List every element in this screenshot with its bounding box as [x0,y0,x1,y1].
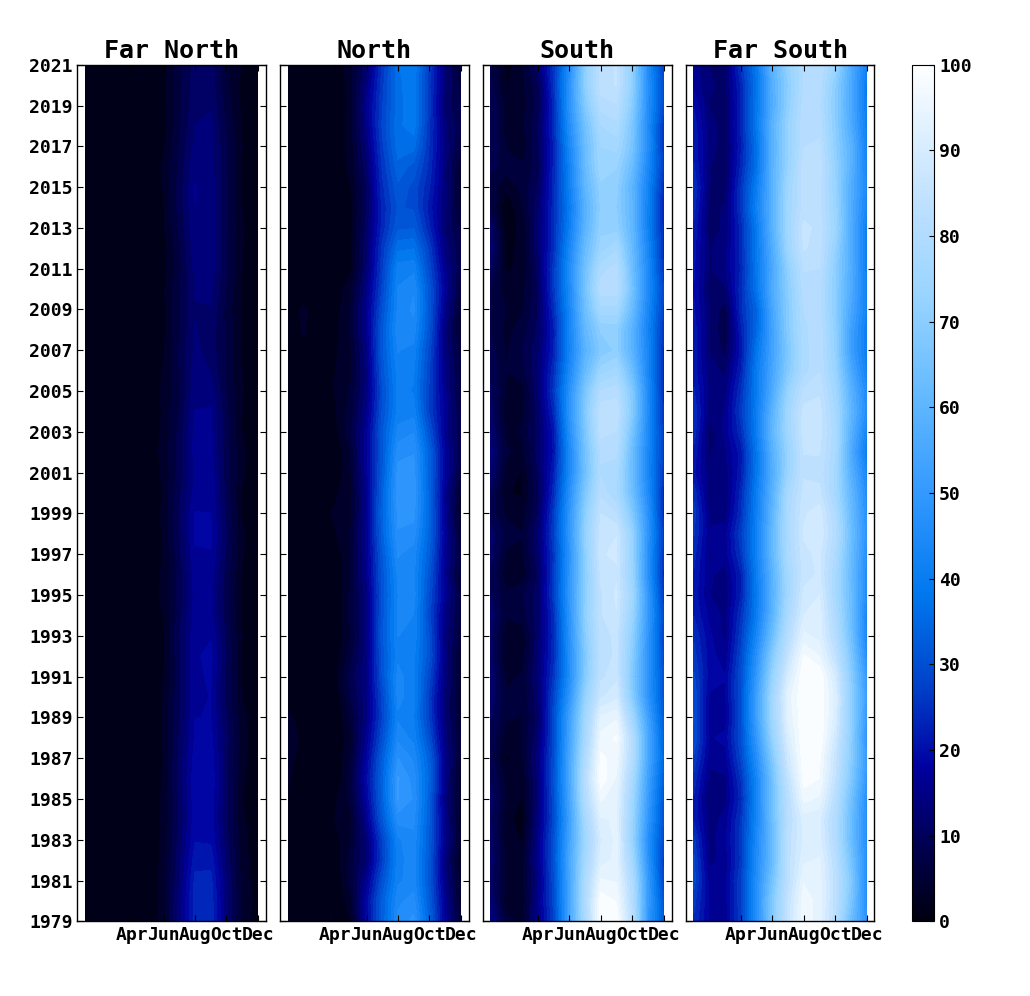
Title: North: North [337,39,412,63]
Title: Far North: Far North [104,39,239,63]
Title: Far South: Far South [713,39,848,63]
Title: South: South [540,39,615,63]
